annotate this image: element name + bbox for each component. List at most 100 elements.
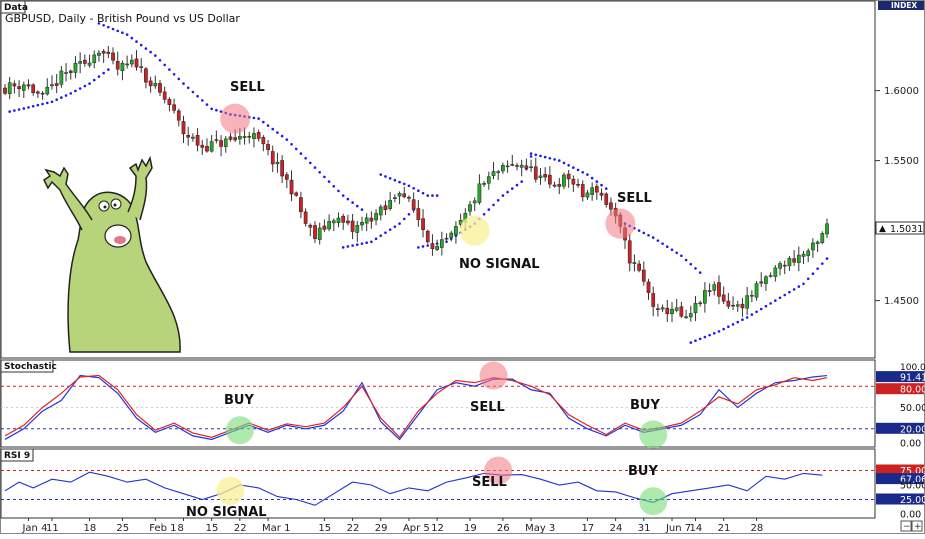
candle-body — [670, 308, 674, 315]
sar-dot — [125, 33, 129, 36]
x-tick-label: Mar 1 — [262, 523, 290, 534]
candle-body — [557, 184, 562, 187]
candle-body — [641, 269, 646, 282]
candle-body — [449, 232, 454, 238]
stoch-value-label: 50.00 — [900, 403, 925, 414]
sar-dot — [712, 331, 716, 335]
sar-dot — [299, 152, 303, 155]
rsi-tag-box — [0, 448, 34, 462]
candle-body — [134, 58, 139, 68]
candle-body — [223, 138, 228, 147]
candle-body — [228, 136, 233, 140]
sar-dot — [384, 231, 387, 234]
sar-dot — [501, 194, 505, 197]
candle-body — [712, 284, 717, 291]
candle-body — [782, 264, 787, 267]
last-price-label: 1.5031 — [890, 224, 923, 235]
sar-dot — [637, 229, 641, 232]
candle-body — [656, 308, 660, 310]
signal-circle — [639, 420, 668, 449]
candle-body — [294, 192, 299, 196]
candle-body — [566, 173, 571, 180]
sar-dot — [600, 183, 603, 187]
candle-body — [590, 187, 594, 195]
sar-dot — [41, 102, 44, 106]
stochastic-signal-circles — [225, 361, 668, 449]
stoch-line-k — [4, 374, 828, 441]
candle-body — [501, 165, 505, 172]
sar-dot — [393, 178, 397, 182]
sar-dot — [656, 239, 660, 242]
sar-dot — [774, 299, 777, 302]
candle-body — [604, 193, 609, 205]
sar-dot — [149, 50, 152, 54]
candle-body — [576, 184, 580, 186]
data-tag: Data — [4, 3, 28, 13]
x-tick-label: Jan 4 — [21, 523, 47, 534]
candle-body — [703, 290, 707, 304]
candle-body — [336, 217, 341, 223]
candle-body — [674, 307, 679, 311]
stoch-annotation-buy-2: BUY — [630, 398, 660, 413]
sar-dot — [783, 293, 787, 297]
candle-body — [162, 91, 167, 100]
sar-dot — [548, 156, 552, 160]
candle-body — [801, 253, 806, 257]
x-tick-label: 29 — [375, 523, 388, 534]
candle-body — [299, 197, 303, 213]
corner-buttons[interactable]: − + — [900, 520, 923, 532]
sar-dot — [675, 251, 678, 255]
price-axis-ticks: 1.6000 1.5500 1.4500 — [875, 86, 919, 307]
candle-body — [393, 197, 397, 199]
sar-dot — [341, 194, 345, 197]
rsi-panel-border — [0, 448, 876, 519]
rsi-value-label: 0.00 — [900, 510, 921, 521]
sar-dot — [670, 248, 674, 252]
sar-dot — [276, 131, 279, 134]
sar-dot — [708, 333, 711, 337]
sar-dot — [69, 92, 73, 95]
sar-dot — [116, 29, 120, 33]
sar-dot — [83, 84, 87, 88]
chart-title: GBPUSD, Daily - British Pound vs US Doll… — [5, 12, 240, 25]
candle-body — [101, 50, 106, 54]
x-tick-label: 12 — [431, 523, 444, 534]
sar-dot — [360, 208, 364, 211]
candle-body — [402, 193, 407, 198]
candle-body — [256, 132, 261, 139]
sar-dot — [825, 257, 829, 260]
candle-body — [599, 192, 604, 196]
x-tick-label: 11 — [46, 523, 59, 534]
signal-circle — [639, 487, 668, 516]
stoch-annotation-sell: SELL — [470, 400, 505, 415]
candle-body — [519, 164, 524, 168]
corner-button-minus[interactable] — [900, 520, 912, 532]
sar-dot — [792, 288, 796, 291]
candle-body — [270, 151, 275, 165]
candle-body — [341, 215, 346, 223]
candle-body — [87, 62, 92, 66]
corner-button-plus[interactable] — [911, 520, 923, 532]
stoch-value-label: 91.41 — [900, 373, 925, 384]
sar-dot — [736, 320, 740, 324]
sar-dot — [698, 271, 702, 274]
candle-body — [233, 137, 238, 141]
sar-dot — [731, 323, 735, 326]
candle-body — [322, 225, 327, 230]
signal-circle — [459, 215, 490, 246]
sar-dot — [402, 182, 406, 186]
candle-body — [609, 202, 613, 210]
candle-body — [139, 66, 144, 68]
candle-body — [148, 80, 153, 87]
candle-body — [238, 136, 242, 140]
candle-body — [688, 313, 693, 318]
candle-body — [773, 267, 778, 277]
candle-body — [496, 171, 501, 173]
candle-body — [209, 141, 214, 152]
candle-body — [92, 54, 97, 64]
candle-body — [78, 61, 83, 64]
rsi-value-box — [876, 464, 924, 476]
sar-dot — [722, 327, 725, 331]
sar-dot — [576, 168, 580, 172]
